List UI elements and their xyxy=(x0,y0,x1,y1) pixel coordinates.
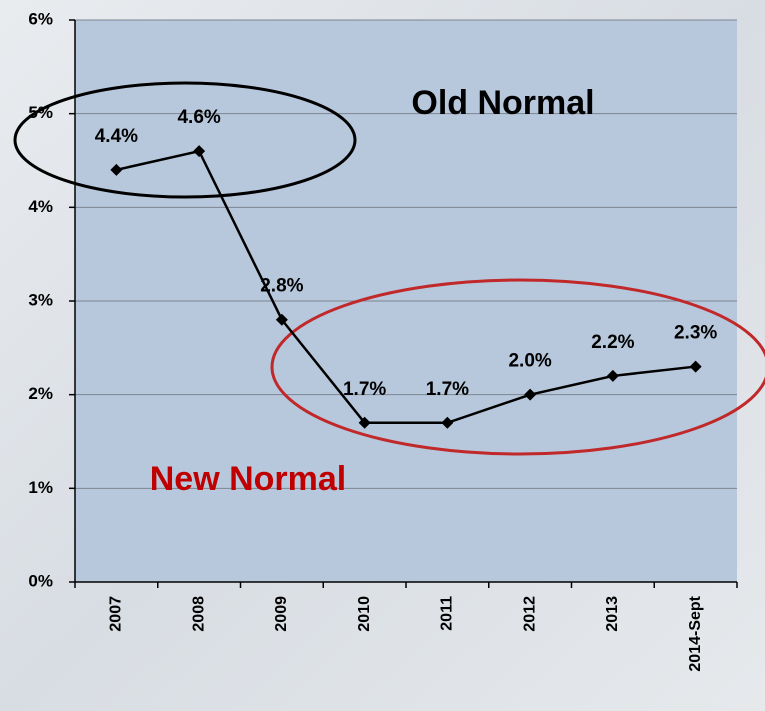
marker xyxy=(275,313,288,326)
marker xyxy=(441,416,454,429)
x-tick-label: 2007 xyxy=(108,596,125,632)
value-label: 1.7% xyxy=(426,379,469,400)
value-label: 2.0% xyxy=(508,351,551,372)
value-label: 2.2% xyxy=(591,332,634,353)
value-label: 2.3% xyxy=(674,323,717,344)
x-tick-label: 2014-Sept xyxy=(687,595,704,671)
y-tick-label: 6% xyxy=(28,9,53,28)
y-tick-label: 4% xyxy=(28,197,53,216)
x-tick-label: 2012 xyxy=(521,596,538,632)
x-tick-label: 2010 xyxy=(356,596,373,632)
x-tick-label: 2011 xyxy=(439,596,456,631)
marker xyxy=(606,369,619,382)
value-label: 1.7% xyxy=(343,379,386,400)
y-tick-label: 0% xyxy=(28,571,53,590)
marker xyxy=(524,388,537,401)
new-normal-ellipse xyxy=(270,278,765,456)
y-tick-label: 1% xyxy=(28,478,53,497)
marker xyxy=(193,145,206,158)
value-label: 2.8% xyxy=(260,276,303,297)
x-tick-label: 2009 xyxy=(273,596,290,632)
y-tick-label: 2% xyxy=(28,384,53,403)
old-normal-ellipse xyxy=(13,81,357,199)
marker xyxy=(689,360,702,373)
marker xyxy=(110,163,123,176)
marker xyxy=(358,416,371,429)
x-tick-label: 2008 xyxy=(190,596,207,632)
line xyxy=(116,149,696,425)
annotation: New Normal xyxy=(150,460,347,498)
x-tick-label: 2013 xyxy=(604,596,621,632)
value-label: 4.4% xyxy=(95,126,138,147)
value-label: 4.6% xyxy=(177,107,220,128)
annotation: Old Normal xyxy=(411,84,594,122)
y-tick-label: 3% xyxy=(28,290,53,309)
